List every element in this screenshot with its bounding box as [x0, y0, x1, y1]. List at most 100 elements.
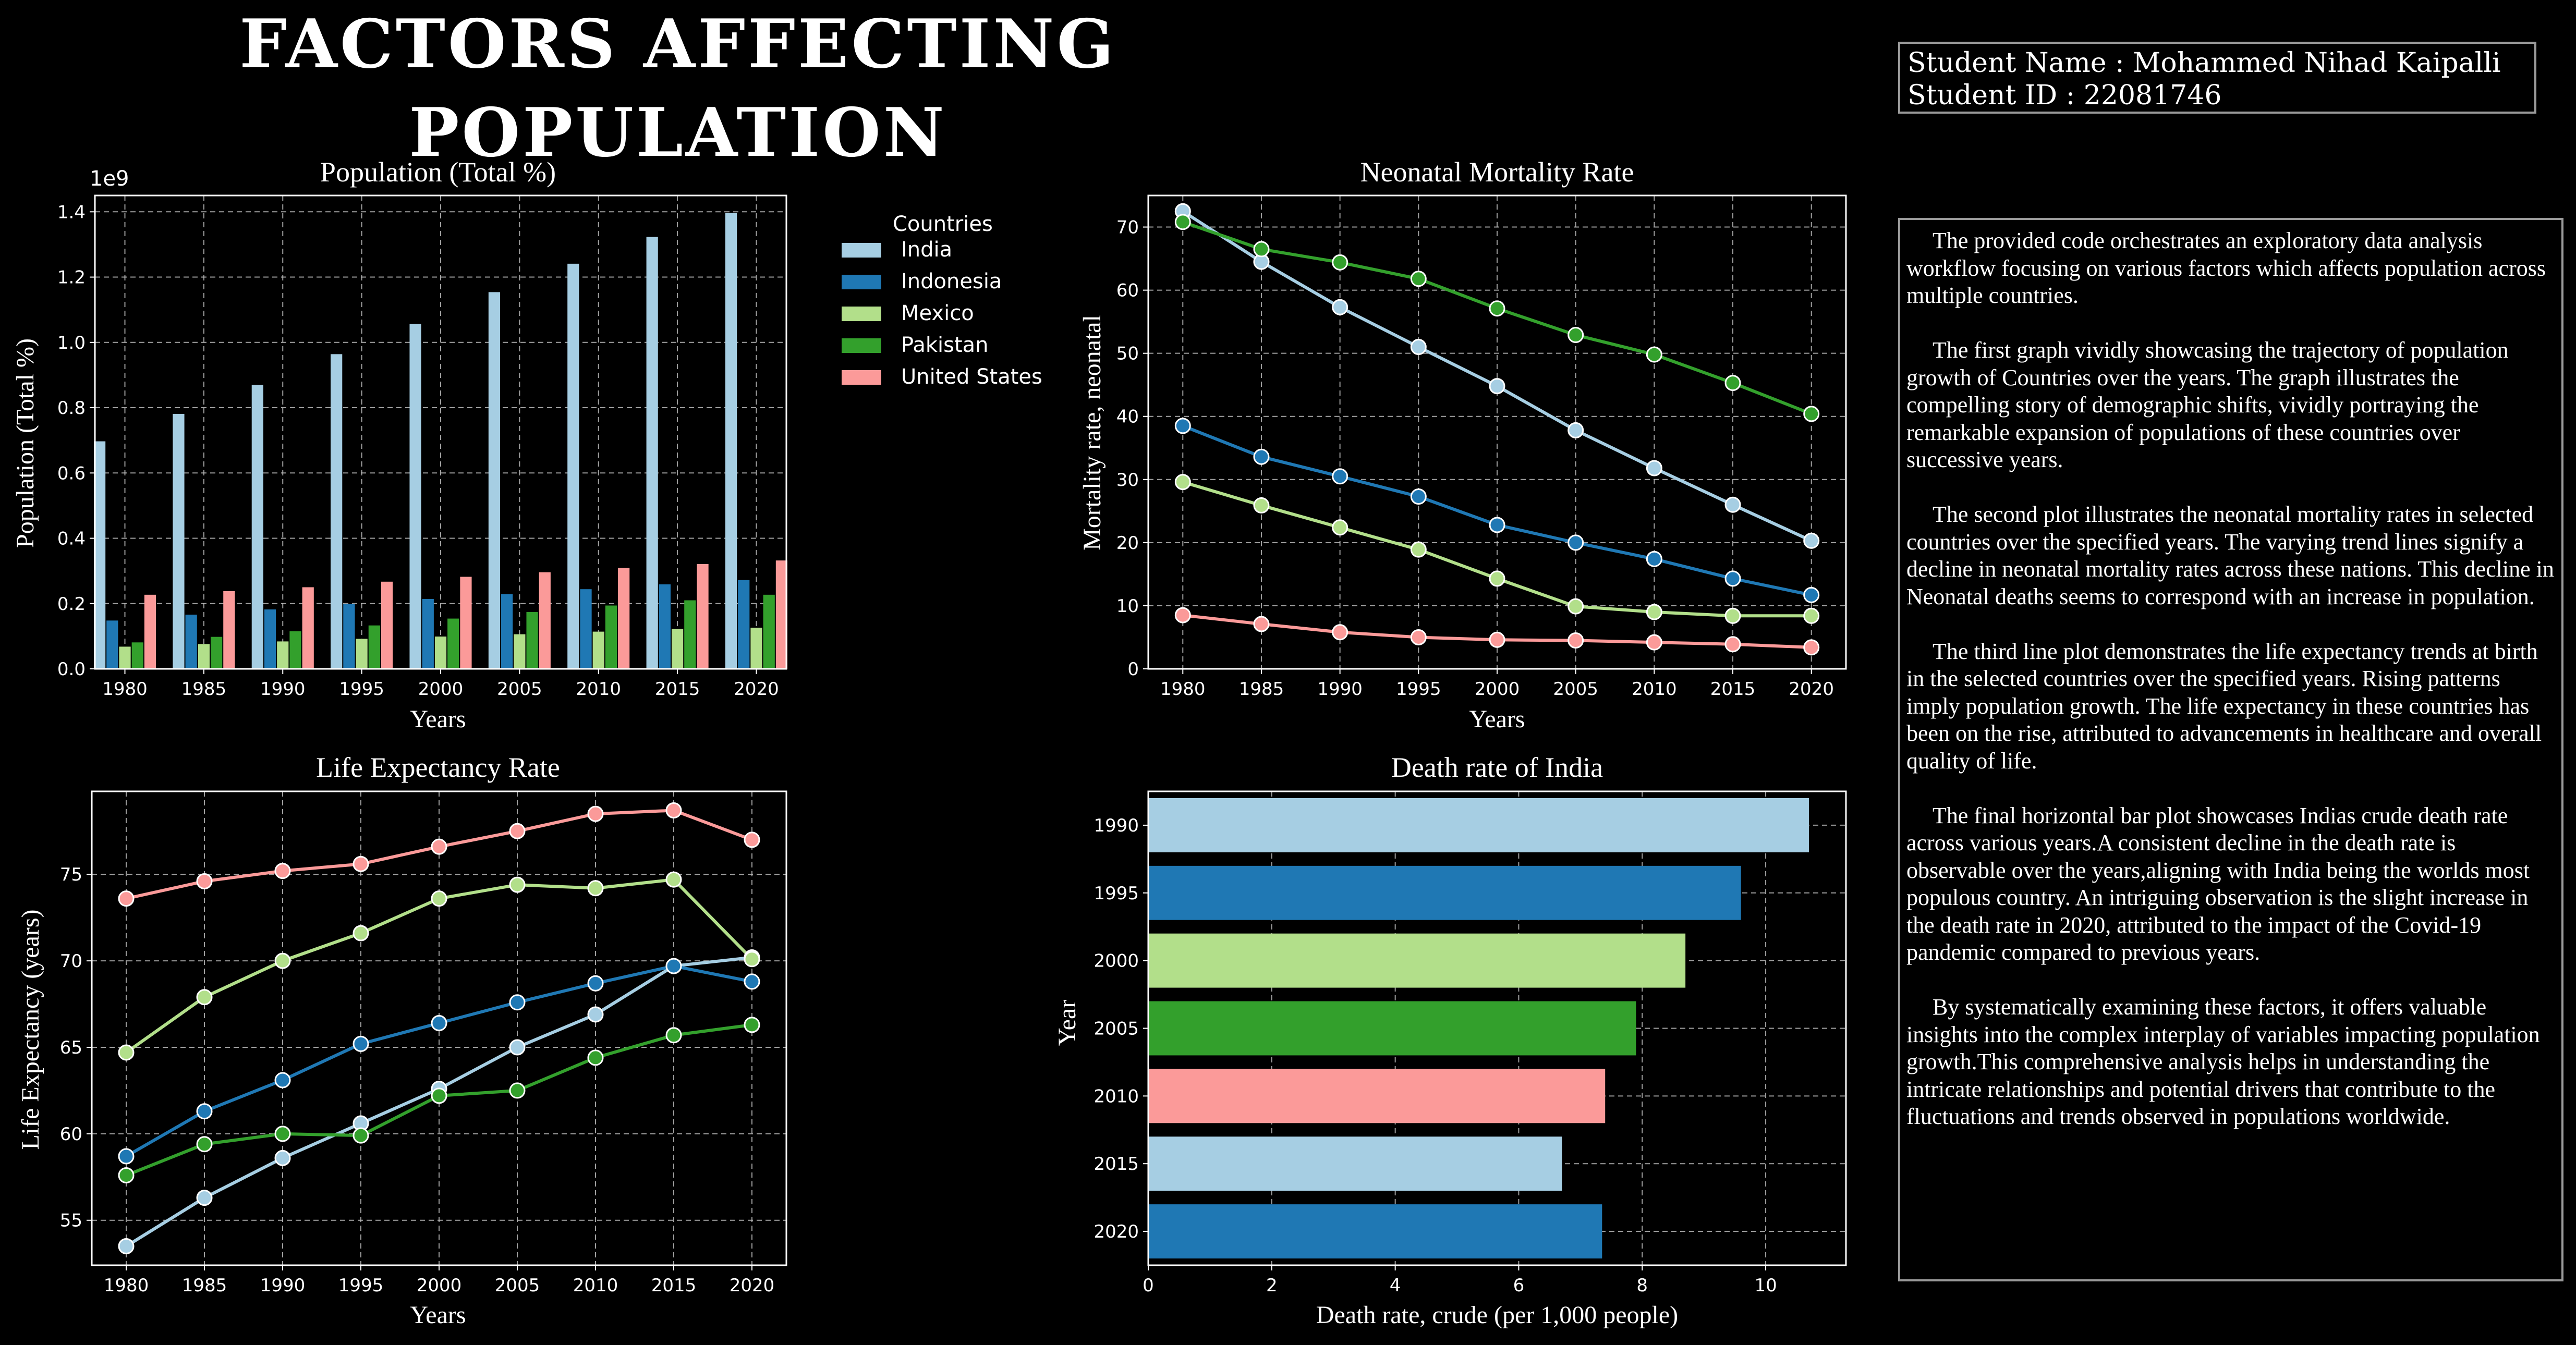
- point-indonesia: [509, 994, 526, 1011]
- bar-united-states: [618, 568, 630, 669]
- point-indonesia: [587, 975, 604, 992]
- point-pakistan: [1803, 406, 1820, 422]
- bar-united-states: [697, 564, 709, 669]
- population-legend: Countries India Indonesia Mexico Pakistan Un…: [842, 212, 1042, 389]
- point-india: [1489, 378, 1505, 395]
- point-mexico: [118, 1044, 135, 1061]
- neonatal-chart-title: Neonatal Mortality Rate: [1360, 156, 1634, 188]
- legend-swatch-united-states: [842, 370, 881, 385]
- x-tick-label: 2020: [1789, 679, 1834, 700]
- bar-united-states: [223, 591, 235, 669]
- point-india: [118, 1238, 135, 1255]
- y-tick-label: 2005: [1093, 1019, 1139, 1040]
- life-expectancy-y-axis-label: Life Expectancy (years): [17, 909, 44, 1150]
- point-mexico: [353, 925, 369, 942]
- point-mexico: [1489, 570, 1505, 587]
- bar-united-states: [381, 581, 393, 669]
- bar-indonesia: [580, 589, 592, 669]
- y-tick-label: 60: [60, 1124, 82, 1145]
- bar-1990: [1148, 798, 1809, 852]
- point-pakistan: [1174, 214, 1191, 230]
- point-pakistan: [1568, 327, 1584, 344]
- death-rate-chart: Death rate of India Death rate, crude (p…: [1053, 752, 1847, 1329]
- point-mexico: [587, 880, 604, 897]
- point-mexico: [1568, 598, 1584, 615]
- y-tick-label: 1995: [1093, 883, 1139, 904]
- y-tick-label: 0.0: [57, 659, 86, 680]
- bar-pakistan: [368, 625, 380, 669]
- point-indonesia: [1568, 534, 1584, 551]
- death-rate-chart-title: Death rate of India: [1391, 752, 1603, 783]
- y-tick-label: 0: [1127, 659, 1139, 680]
- point-pakistan: [1410, 271, 1427, 287]
- y-tick-label: 70: [60, 951, 82, 972]
- death-rate-y-axis-label: Year: [1053, 1000, 1081, 1046]
- legend-label-mexico: Mexico: [901, 301, 974, 325]
- x-tick-label: 1985: [181, 679, 227, 700]
- bar-indonesia: [106, 620, 118, 669]
- x-tick-label: 10: [1754, 1275, 1777, 1296]
- bar-india: [251, 385, 263, 669]
- y-tick-label: 0.4: [57, 529, 86, 549]
- point-pakistan: [509, 1082, 526, 1099]
- point-pakistan: [1646, 346, 1662, 363]
- bar-pakistan: [447, 618, 459, 669]
- point-mexico: [1332, 519, 1348, 536]
- point-indonesia: [1410, 488, 1427, 505]
- bar-indonesia: [738, 580, 750, 669]
- point-pakistan: [1724, 375, 1741, 392]
- point-mexico: [274, 952, 291, 969]
- point-indonesia: [1174, 418, 1191, 434]
- point-india: [1410, 339, 1427, 356]
- bar-india: [409, 324, 421, 669]
- description-paragraph-2: The first graph vividly showcasing the t…: [1906, 337, 2509, 472]
- legend-swatch-india: [842, 243, 881, 258]
- y-tick-label: 40: [1116, 407, 1139, 427]
- x-tick-label: 0: [1143, 1275, 1154, 1296]
- y-tick-label: 10: [1116, 596, 1139, 617]
- description-paragraph-1: The provided code orchestrates an explor…: [1906, 228, 2546, 308]
- x-tick-label: 2000: [1475, 679, 1520, 700]
- point-india: [274, 1150, 291, 1166]
- y-tick-label: 60: [1116, 280, 1139, 301]
- bar-india: [331, 354, 343, 669]
- bar-indonesia: [422, 598, 434, 669]
- point-mexico: [1174, 474, 1191, 491]
- point-united-states: [196, 873, 213, 890]
- y-tick-label: 1.4: [57, 202, 86, 223]
- point-indonesia: [1646, 551, 1662, 567]
- point-india: [1332, 299, 1348, 315]
- x-tick-label: 8: [1636, 1275, 1648, 1296]
- x-tick-label: 2010: [1632, 679, 1677, 700]
- x-tick-label: 2000: [418, 679, 464, 700]
- legend-title: Countries: [893, 212, 993, 236]
- point-indonesia: [665, 958, 682, 974]
- bar-mexico: [672, 629, 684, 669]
- y-tick-label: 1.2: [57, 267, 86, 288]
- legend-swatch-pakistan: [842, 338, 881, 353]
- x-tick-label: 2020: [734, 679, 779, 700]
- point-united-states: [587, 805, 604, 822]
- point-mexico: [1646, 604, 1662, 620]
- bar-united-states: [302, 587, 314, 669]
- point-united-states: [274, 863, 291, 879]
- point-pakistan: [1253, 241, 1270, 258]
- x-tick-label: 2015: [655, 679, 700, 700]
- point-indonesia: [1332, 468, 1348, 485]
- point-united-states: [1646, 634, 1662, 651]
- y-tick-label: 0.2: [57, 594, 86, 615]
- point-united-states: [1174, 607, 1191, 623]
- student-id: Student ID : 22081746: [1907, 80, 2222, 111]
- y-tick-label: 75: [60, 864, 82, 885]
- legend-label-indonesia: Indonesia: [901, 270, 1002, 294]
- x-tick-label: 1980: [1160, 679, 1206, 700]
- point-united-states: [509, 823, 526, 839]
- point-united-states: [744, 832, 760, 848]
- bar-mexico: [592, 631, 604, 669]
- point-indonesia: [1803, 586, 1820, 603]
- bar-pakistan: [763, 594, 775, 669]
- point-indonesia: [744, 973, 760, 990]
- legend-swatch-indonesia: [842, 275, 881, 289]
- bar-indonesia: [659, 584, 671, 669]
- x-tick-label: 2005: [495, 1275, 540, 1296]
